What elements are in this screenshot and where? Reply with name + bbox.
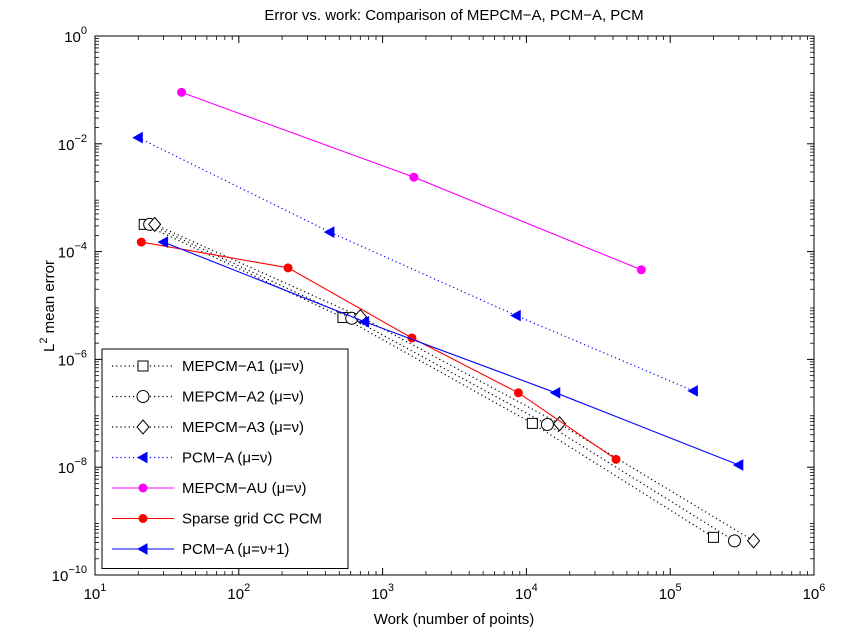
legend-label: MEPCM−A1 (μ=ν) bbox=[182, 358, 304, 375]
marker-diamond bbox=[746, 533, 761, 549]
legend-entry: PCM−A (μ=ν) bbox=[112, 450, 272, 467]
series-line bbox=[149, 223, 735, 542]
marker-triangle-left bbox=[510, 309, 521, 322]
marker-dot bbox=[138, 483, 148, 493]
y-tick-label: 10−10 bbox=[52, 564, 87, 585]
series-7 bbox=[157, 236, 744, 471]
marker-dot bbox=[138, 514, 148, 523]
x-tick-label: 104 bbox=[515, 582, 538, 603]
legend: MEPCM−A1 (μ=ν) MEPCM−A2 (μ=ν) MEPCM−A3 (μ=… bbox=[101, 348, 349, 569]
marker-triangle-left bbox=[358, 315, 370, 328]
x-tick-label: 103 bbox=[371, 582, 394, 603]
legend-label: PCM−A (μ=ν+1) bbox=[182, 541, 289, 558]
marker-triangle-left bbox=[549, 386, 561, 399]
y-axis-label: L2 mean error bbox=[38, 260, 58, 352]
axis-ticks: 101 102 103 104 105 106 10−10 10−8 10−6 10−4 10−2 1… bbox=[52, 25, 826, 603]
marker-dot bbox=[513, 388, 523, 398]
legend-entry: PCM−A (μ=ν+1) bbox=[112, 541, 289, 558]
y-tick-label: 10−2 bbox=[58, 133, 87, 154]
marker-diamond bbox=[148, 216, 162, 233]
y-tick-label: 10−6 bbox=[58, 348, 87, 369]
legend-label: Sparse grid CC PCM bbox=[182, 511, 322, 528]
y-tick-label: 10−4 bbox=[58, 241, 87, 262]
y-tick-label: 100 bbox=[64, 25, 87, 46]
legend-label: MEPCM−A3 (μ=ν) bbox=[182, 419, 304, 436]
series-6 bbox=[136, 237, 621, 464]
marker-triangle-left bbox=[132, 131, 143, 144]
series-5 bbox=[177, 87, 646, 275]
x-tick-label: 101 bbox=[84, 582, 107, 603]
y-tick-label: 10−8 bbox=[58, 456, 87, 477]
marker-triangle-left bbox=[323, 226, 335, 238]
marker-dot bbox=[409, 172, 419, 182]
legend-entry: MEPCM−A1 (μ=ν) bbox=[112, 358, 304, 375]
legend-label: MEPCM−AU (μ=ν) bbox=[182, 480, 307, 497]
marker-dot bbox=[136, 237, 146, 247]
marker-dot bbox=[283, 263, 293, 273]
marker-diamond bbox=[136, 419, 150, 435]
marker-triangle-left bbox=[136, 543, 148, 555]
marker-dot bbox=[177, 87, 187, 97]
series-line bbox=[163, 241, 740, 466]
chart-title: Error vs. work: Comparison of MEPCM−A, P… bbox=[264, 7, 643, 24]
x-tick-label: 106 bbox=[803, 582, 826, 603]
marker-triangle-left bbox=[136, 451, 148, 464]
marker-circle bbox=[540, 417, 554, 431]
marker-circle bbox=[728, 534, 742, 548]
series-line bbox=[143, 223, 714, 538]
x-tick-label: 105 bbox=[659, 582, 682, 603]
marker-square bbox=[137, 360, 149, 372]
series-layer bbox=[132, 87, 761, 549]
marker-square bbox=[707, 531, 719, 543]
legend-label: PCM−A (μ=ν) bbox=[182, 450, 272, 467]
legend-entry: Sparse grid CC PCM bbox=[112, 511, 322, 528]
marker-diamond bbox=[552, 415, 567, 432]
x-axis-label: Work (number of points) bbox=[374, 611, 535, 628]
marker-triangle-left bbox=[157, 236, 169, 248]
marker-square bbox=[526, 417, 538, 429]
marker-dot bbox=[611, 454, 621, 464]
x-tick-label: 102 bbox=[227, 582, 250, 603]
marker-dot bbox=[636, 265, 646, 275]
legend-entry: MEPCM−A3 (μ=ν) bbox=[112, 419, 304, 436]
series-line bbox=[138, 137, 694, 392]
legend-entry: MEPCM−A2 (μ=ν) bbox=[112, 389, 304, 406]
legend-label: MEPCM−A2 (μ=ν) bbox=[182, 389, 304, 406]
series-4 bbox=[132, 131, 698, 397]
marker-triangle-left bbox=[732, 459, 744, 471]
marker-circle bbox=[136, 390, 150, 403]
legend-entry: MEPCM−AU (μ=ν) bbox=[112, 480, 307, 497]
marker-triangle-left bbox=[687, 385, 698, 397]
